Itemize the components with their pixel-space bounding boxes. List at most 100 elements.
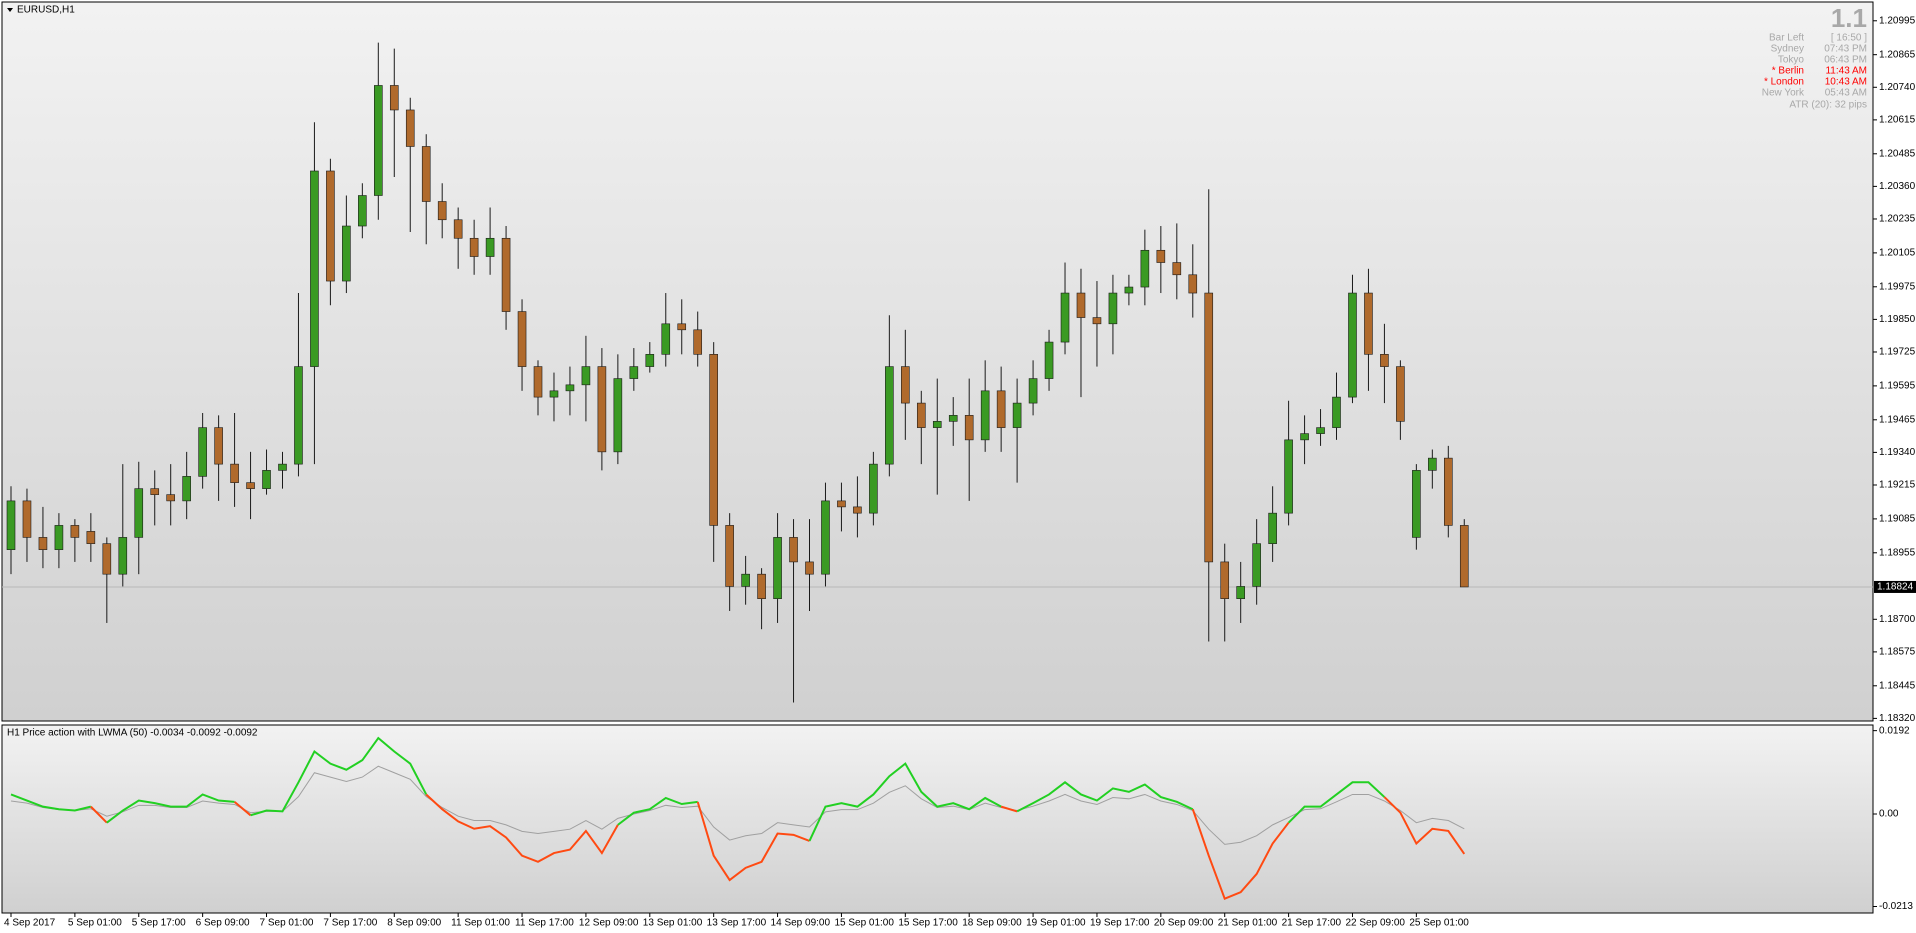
- candle-body: [885, 366, 894, 465]
- candle-body: [230, 463, 239, 483]
- candle-body: [837, 500, 846, 508]
- candle-body: [310, 170, 319, 367]
- candle-body: [1459, 525, 1469, 588]
- y-tick-label: 1.19595: [1879, 381, 1916, 392]
- x-tick-label: 7 Sep 01:00: [260, 918, 314, 929]
- x-tick-label: 18 Sep 09:00: [962, 918, 1022, 929]
- candle-body: [1444, 457, 1453, 526]
- candle-body: [294, 366, 303, 465]
- y-tick-label: 1.19215: [1879, 480, 1916, 491]
- indicator-line: [617, 796, 698, 826]
- y-tick-label: 1.20615: [1879, 115, 1916, 126]
- candle-body: [198, 427, 207, 477]
- y-tick-label: 1.20995: [1879, 15, 1916, 26]
- candle-body: [1108, 292, 1118, 325]
- y-tick-label: 0.0192: [1879, 725, 1910, 736]
- x-tick-label: 21 Sep 01:00: [1218, 918, 1278, 929]
- candle-body: [677, 323, 687, 331]
- last-price-label: 1.18824: [1877, 582, 1914, 593]
- symbol-label: EURUSD,H1: [17, 5, 75, 16]
- symbol-menu-arrow[interactable]: [7, 8, 13, 12]
- candle-body: [1188, 274, 1198, 294]
- candle-body: [6, 500, 16, 550]
- info-row-value: 11:43 AM: [1825, 66, 1867, 77]
- indicator-title: H1 Price action with LWMA (50) -0.0034 -…: [7, 728, 258, 739]
- info-row-label: Tokyo: [1778, 55, 1805, 66]
- candle-body: [661, 323, 671, 355]
- candle-body: [773, 537, 782, 599]
- indicator-line: [1287, 781, 1386, 824]
- candle-body: [725, 525, 734, 587]
- candle-body: [964, 415, 974, 441]
- candle-body: [1268, 512, 1277, 544]
- x-tick-label: 21 Sep 17:00: [1282, 918, 1342, 929]
- candle-body: [853, 506, 862, 514]
- candle-body: [214, 427, 223, 465]
- indicator-line: [1191, 808, 1290, 900]
- candle-body: [932, 421, 942, 428]
- reference-line: [10, 765, 1465, 845]
- candle-body: [709, 354, 718, 526]
- candle-body: [1140, 249, 1150, 288]
- candle-body: [549, 390, 559, 398]
- candle-body: [613, 378, 623, 453]
- candle-body: [1076, 292, 1086, 318]
- candle-body: [1220, 561, 1230, 599]
- y-tick-label: 1.20105: [1879, 248, 1916, 259]
- indicator-line: [90, 805, 108, 824]
- x-tick-label: 5 Sep 01:00: [68, 918, 122, 929]
- candle-body: [86, 531, 96, 544]
- candle-body: [1364, 292, 1373, 355]
- candle-body: [948, 415, 958, 422]
- x-tick-label: 4 Sep 2017: [4, 918, 56, 929]
- candle-body: [70, 525, 80, 538]
- candle-body: [342, 225, 351, 282]
- indicator-line: [1000, 805, 1018, 813]
- candle-body: [262, 470, 271, 489]
- y-tick-label: 1.18445: [1879, 680, 1916, 691]
- candle-body: [246, 482, 255, 489]
- indicator-line: [425, 793, 619, 863]
- y-tick-label: 1.19850: [1879, 314, 1916, 325]
- candle-body: [150, 488, 160, 495]
- candle-body: [533, 366, 543, 398]
- candle-body: [901, 366, 910, 404]
- y-tick-label: 1.18575: [1879, 647, 1916, 658]
- info-row-value: [ 16:50 ]: [1831, 33, 1867, 44]
- x-tick-label: 6 Sep 09:00: [196, 918, 250, 929]
- candle-body: [693, 329, 703, 355]
- candle-body: [1156, 249, 1166, 263]
- y-tick-label: 0.00: [1879, 809, 1899, 820]
- candle-body: [980, 390, 990, 441]
- candle-body: [1028, 378, 1038, 404]
- candle-body: [118, 537, 128, 575]
- info-row-label: New York: [1762, 88, 1805, 99]
- candle-body: [437, 201, 447, 221]
- x-tick-label: 19 Sep 17:00: [1090, 918, 1150, 929]
- indicator-line: [808, 762, 1002, 842]
- y-tick-label: 1.20740: [1879, 82, 1916, 93]
- candle-body: [38, 537, 48, 550]
- candle-body: [501, 237, 511, 312]
- candle-body: [757, 573, 766, 599]
- candle-body: [1332, 396, 1341, 428]
- y-tick-label: 1.20485: [1879, 148, 1916, 159]
- candle-body: [741, 573, 750, 587]
- indicator-line: [696, 801, 810, 882]
- candle-body: [405, 109, 415, 147]
- candle-body: [54, 525, 64, 550]
- candle-body: [869, 463, 878, 514]
- candle-body: [1316, 427, 1325, 434]
- x-tick-label: 20 Sep 09:00: [1154, 918, 1214, 929]
- indicator-plot-area: [1, 724, 1874, 914]
- info-row-label: * Berlin: [1772, 66, 1804, 77]
- y-tick-label: 1.18955: [1879, 547, 1916, 558]
- candle-body: [1044, 341, 1054, 379]
- candle-body: [22, 500, 32, 538]
- y-tick-label: 1.19465: [1879, 414, 1916, 425]
- candle-body: [1060, 292, 1070, 343]
- info-row-label: Sydney: [1771, 44, 1804, 55]
- y-tick-label: 1.19340: [1879, 447, 1916, 458]
- indicator-line: [1016, 781, 1194, 813]
